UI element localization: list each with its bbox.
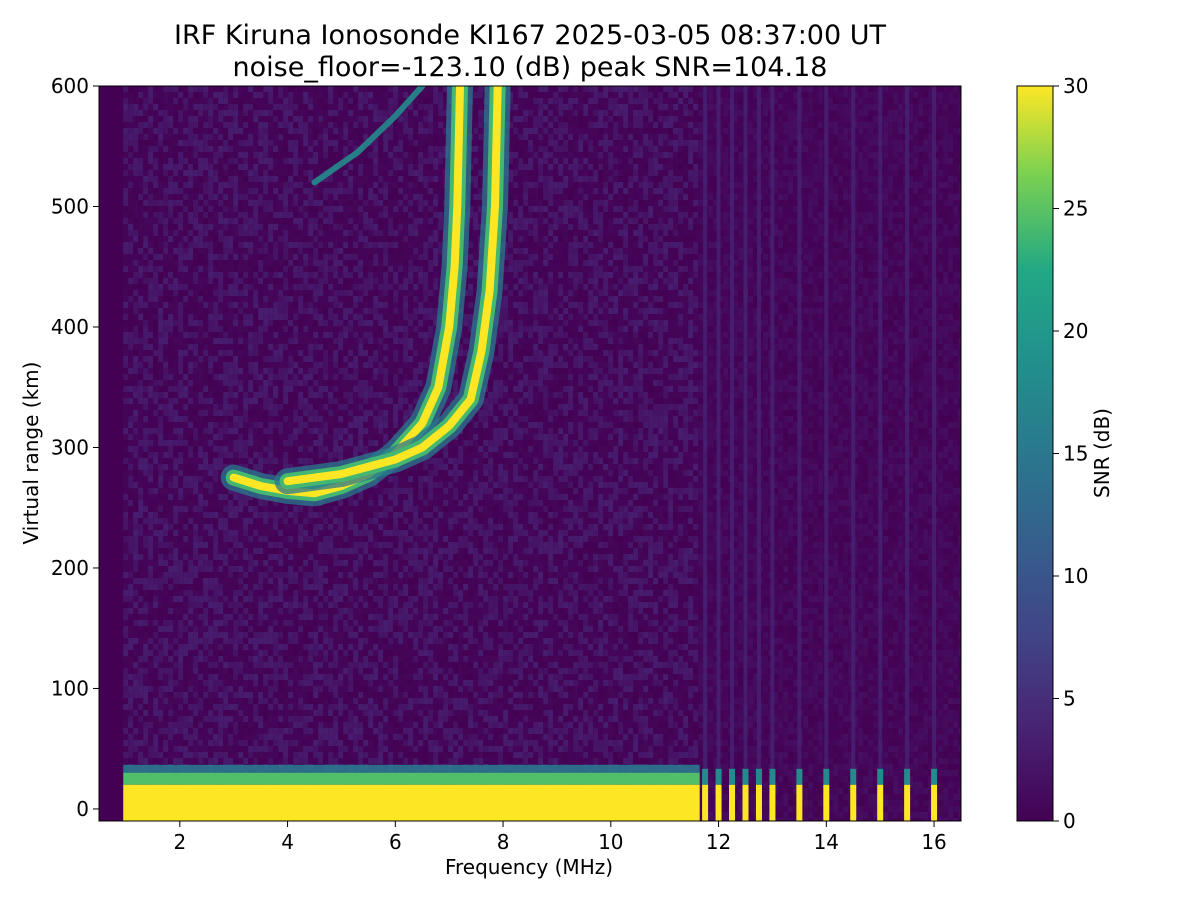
x-tick-label: 8	[497, 830, 510, 854]
hf-channel-stripe	[905, 86, 910, 821]
hf-channel-stripe	[716, 86, 721, 821]
colorbar-tick-label: 30	[1063, 74, 1088, 98]
hf-channel-echo	[742, 784, 749, 821]
colorbar: 0 5 10 15 20 25 30	[1016, 74, 1088, 833]
y-tick-label: 600	[51, 74, 89, 98]
y-tick-label: 200	[51, 556, 89, 580]
y-tick-label: 0	[76, 797, 89, 821]
hf-channel-stripe	[878, 86, 883, 821]
hf-channel-echo	[729, 784, 736, 821]
hf-channel-stripe	[756, 86, 761, 821]
colorbar-tick-label: 15	[1063, 442, 1088, 466]
colorbar-tick-label: 25	[1063, 197, 1088, 221]
y-tick-label: 100	[51, 676, 89, 700]
x-axis: 2 4 6 8 10 12 14 16	[173, 821, 947, 854]
hf-channel-echo	[755, 784, 762, 821]
colorbar-gradient	[1016, 85, 1054, 822]
hf-channel-stripe	[851, 86, 856, 821]
colorbar-tick-label: 0	[1063, 809, 1076, 833]
hf-channel-echo	[769, 784, 776, 821]
hf-channel-echo	[931, 784, 938, 821]
heatmap-noise	[123, 86, 961, 821]
hf-channel-stripe	[743, 86, 748, 821]
y-tick-label: 300	[51, 435, 89, 459]
x-axis-label: Frequency (MHz)	[445, 855, 613, 879]
x-tick-label: 16	[921, 830, 946, 854]
x-tick-label: 6	[389, 830, 402, 854]
hf-channel-stripe	[703, 86, 708, 821]
colorbar-tick-label: 10	[1063, 564, 1088, 588]
y-axis-label: Virtual range (km)	[19, 362, 43, 545]
hf-channel-stripe	[730, 86, 735, 821]
y-axis: 0 100 200 300 400 500 600	[51, 74, 99, 821]
hf-channel-stripe	[797, 86, 802, 821]
y-tick-label: 400	[51, 315, 89, 339]
x-tick-label: 14	[814, 830, 839, 854]
hf-channel-echo	[702, 784, 709, 821]
hf-channel-echo	[850, 784, 857, 821]
chart-title: IRF Kiruna Ionosonde KI167 2025-03-05 08…	[174, 20, 887, 51]
colorbar-label: SNR (dB)	[1090, 408, 1114, 498]
chart-subtitle: noise_floor=-123.10 (dB) peak SNR=104.18	[233, 52, 828, 83]
hf-channel-echo	[904, 784, 911, 821]
plot-area	[98, 85, 962, 822]
x-tick-label: 10	[598, 830, 623, 854]
x-tick-label: 12	[706, 830, 731, 854]
hf-channel-echo	[823, 784, 830, 821]
hf-channel-echo	[796, 784, 803, 821]
colorbar-tick-label: 5	[1063, 687, 1076, 711]
colorbar-tick-label: 20	[1063, 319, 1088, 343]
hf-channel-echo	[715, 784, 722, 821]
hf-channel-stripe	[932, 86, 937, 821]
x-tick-label: 2	[173, 830, 186, 854]
hf-channel-echo	[877, 784, 884, 821]
hf-channel-stripe	[824, 86, 829, 821]
hf-channel-stripe	[770, 86, 775, 821]
x-tick-label: 4	[281, 830, 294, 854]
y-tick-label: 500	[51, 194, 89, 218]
